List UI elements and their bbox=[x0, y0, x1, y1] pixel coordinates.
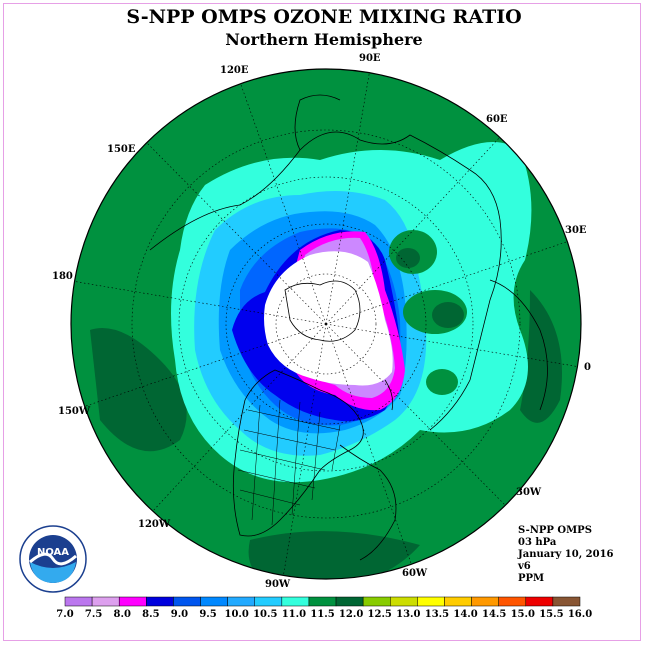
page-frame bbox=[3, 3, 641, 641]
info-pressure-level: 03 hPa bbox=[518, 537, 557, 548]
noaa-logo: NOAA bbox=[19, 525, 87, 593]
info-block: S-NPP OMPS 03 hPa January 10, 2016 v6 PP… bbox=[518, 525, 614, 585]
lon-label-60w: 60W bbox=[402, 568, 428, 579]
info-date: January 10, 2016 bbox=[518, 549, 614, 560]
map-title: S-NPP OMPS OZONE MIXING RATIO bbox=[126, 6, 522, 28]
lon-label-30e: 30E bbox=[565, 225, 587, 236]
lon-label-150w: 150W bbox=[58, 406, 91, 417]
lon-label-90w: 90W bbox=[265, 579, 291, 590]
lon-label-0: 0 bbox=[584, 362, 591, 373]
blob-atlantic bbox=[426, 369, 458, 395]
ozone-field bbox=[71, 69, 581, 579]
info-units: PPM bbox=[518, 573, 545, 584]
noaa-logo-text: NOAA bbox=[37, 547, 69, 558]
lon-label-60e: 60E bbox=[486, 114, 508, 125]
dark-band-east bbox=[520, 290, 562, 423]
lon-label-180: 180 bbox=[52, 271, 73, 282]
lon-label-90e: 90E bbox=[359, 53, 381, 64]
coastlines bbox=[149, 94, 548, 561]
info-instrument: S-NPP OMPS bbox=[518, 525, 592, 536]
blob-europe-core bbox=[432, 302, 464, 328]
lon-label-120e: 120E bbox=[220, 65, 249, 76]
lon-label-150e: 150E bbox=[107, 144, 136, 155]
lon-label-30w: 30W bbox=[516, 487, 542, 498]
lon-label-120w: 120W bbox=[138, 519, 171, 530]
map-border bbox=[70, 68, 582, 580]
graticule bbox=[71, 69, 581, 579]
info-version: v6 bbox=[518, 561, 531, 572]
map-subtitle: Northern Hemisphere bbox=[225, 30, 423, 49]
dark-band-west bbox=[90, 328, 187, 452]
blob-scandinavia-core bbox=[396, 248, 420, 268]
state-borders bbox=[237, 399, 341, 526]
